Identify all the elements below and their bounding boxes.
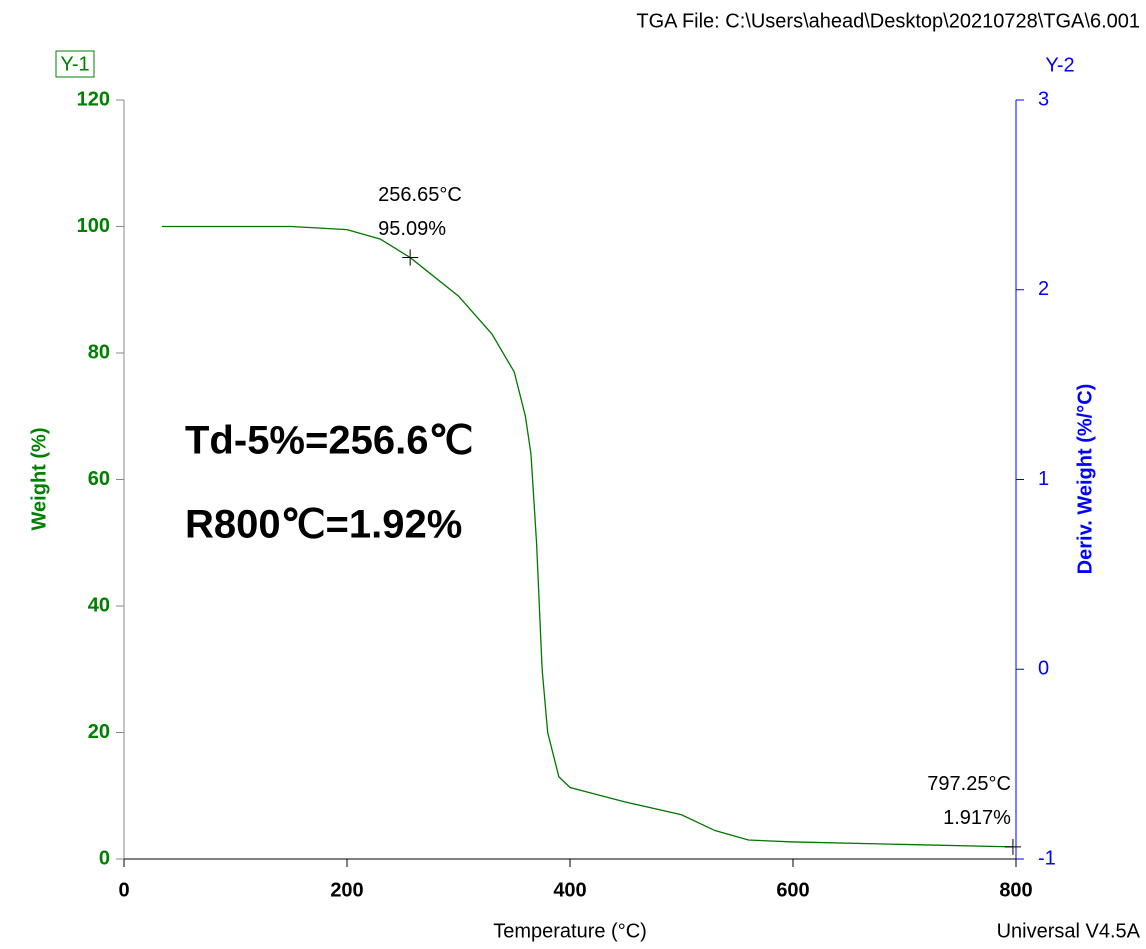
marker-cross [402, 249, 419, 266]
annotation: R800℃=1.92% [185, 503, 462, 547]
marker-y-label: 1.917% [943, 807, 1011, 829]
y-tag: Y-1 [60, 53, 89, 75]
y-tick-label: 80 [88, 341, 110, 363]
footer: Universal V4.5A [997, 920, 1141, 942]
annotation: Td-5%=256.6℃ [185, 419, 473, 463]
y-tick-label: 20 [88, 721, 110, 743]
y2-tick-label: 1 [1038, 468, 1049, 490]
y-tick-label: 100 [77, 215, 110, 237]
y-tick-label: 60 [88, 468, 110, 490]
y2-tick-label: -1 [1038, 847, 1056, 869]
y-tag-box [55, 50, 95, 78]
y2-tick-label: 3 [1038, 88, 1049, 110]
x-tick-label: 0 [118, 879, 129, 901]
x-tick-label: 600 [776, 879, 809, 901]
y2-tag: Y-2 [1045, 54, 1074, 76]
marker-cross [1004, 838, 1021, 855]
y2-tick-label: 2 [1038, 278, 1049, 300]
y2-axis-label: Deriv. Weight (%/°C) [1074, 384, 1096, 575]
x-tick-label: 200 [330, 879, 363, 901]
x-tick-label: 400 [553, 879, 586, 901]
x-axis-label: Temperature (°C) [493, 920, 647, 942]
y-axis-label: Weight (%) [28, 428, 50, 531]
y-tick-label: 120 [77, 88, 110, 110]
file-header: TGA File: C:\Users\ahead\Desktop\2021072… [636, 10, 1140, 32]
y-tick-label: 0 [99, 847, 110, 869]
marker-x-label: 797.25°C [927, 773, 1011, 795]
y2-tick-label: 0 [1038, 658, 1049, 680]
y-tick-label: 40 [88, 594, 110, 616]
marker-y-label: 95.09% [378, 218, 446, 240]
marker-x-label: 256.65°C [378, 184, 462, 206]
weight-line [161, 225, 1013, 848]
x-tick-label: 800 [999, 879, 1032, 901]
